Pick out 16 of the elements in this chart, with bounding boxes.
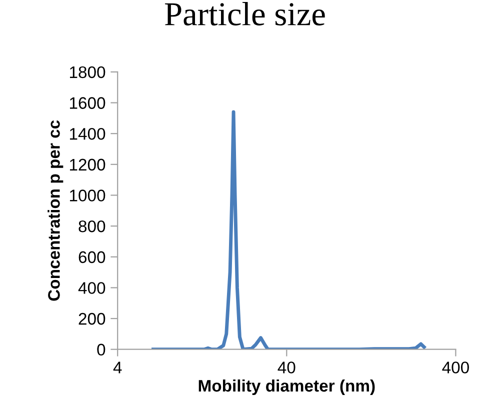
y-tick-label: 1000 (70, 190, 106, 202)
y-tick-label: 600 (78, 251, 106, 264)
y-tick-label: 400 (78, 282, 106, 294)
x-tick-label: 4 (113, 362, 122, 374)
y-tick-label: 1800 (70, 66, 106, 78)
x-tick-label: 40 (278, 362, 296, 374)
y-axis-title: Concentration p per cc (48, 120, 64, 301)
y-tick-label: 1600 (70, 97, 106, 109)
y-tick-label: 0 (97, 344, 106, 356)
chart-title: Particle size (164, 2, 325, 26)
y-tick-label: 1400 (70, 128, 106, 140)
y-tick-label: 200 (78, 312, 106, 325)
x-tick-label: 400 (442, 362, 469, 374)
y-tick-label: 800 (78, 220, 106, 232)
x-axis-title: Mobility diameter (nm) (198, 379, 375, 396)
y-tick-label: 1200 (70, 158, 106, 171)
